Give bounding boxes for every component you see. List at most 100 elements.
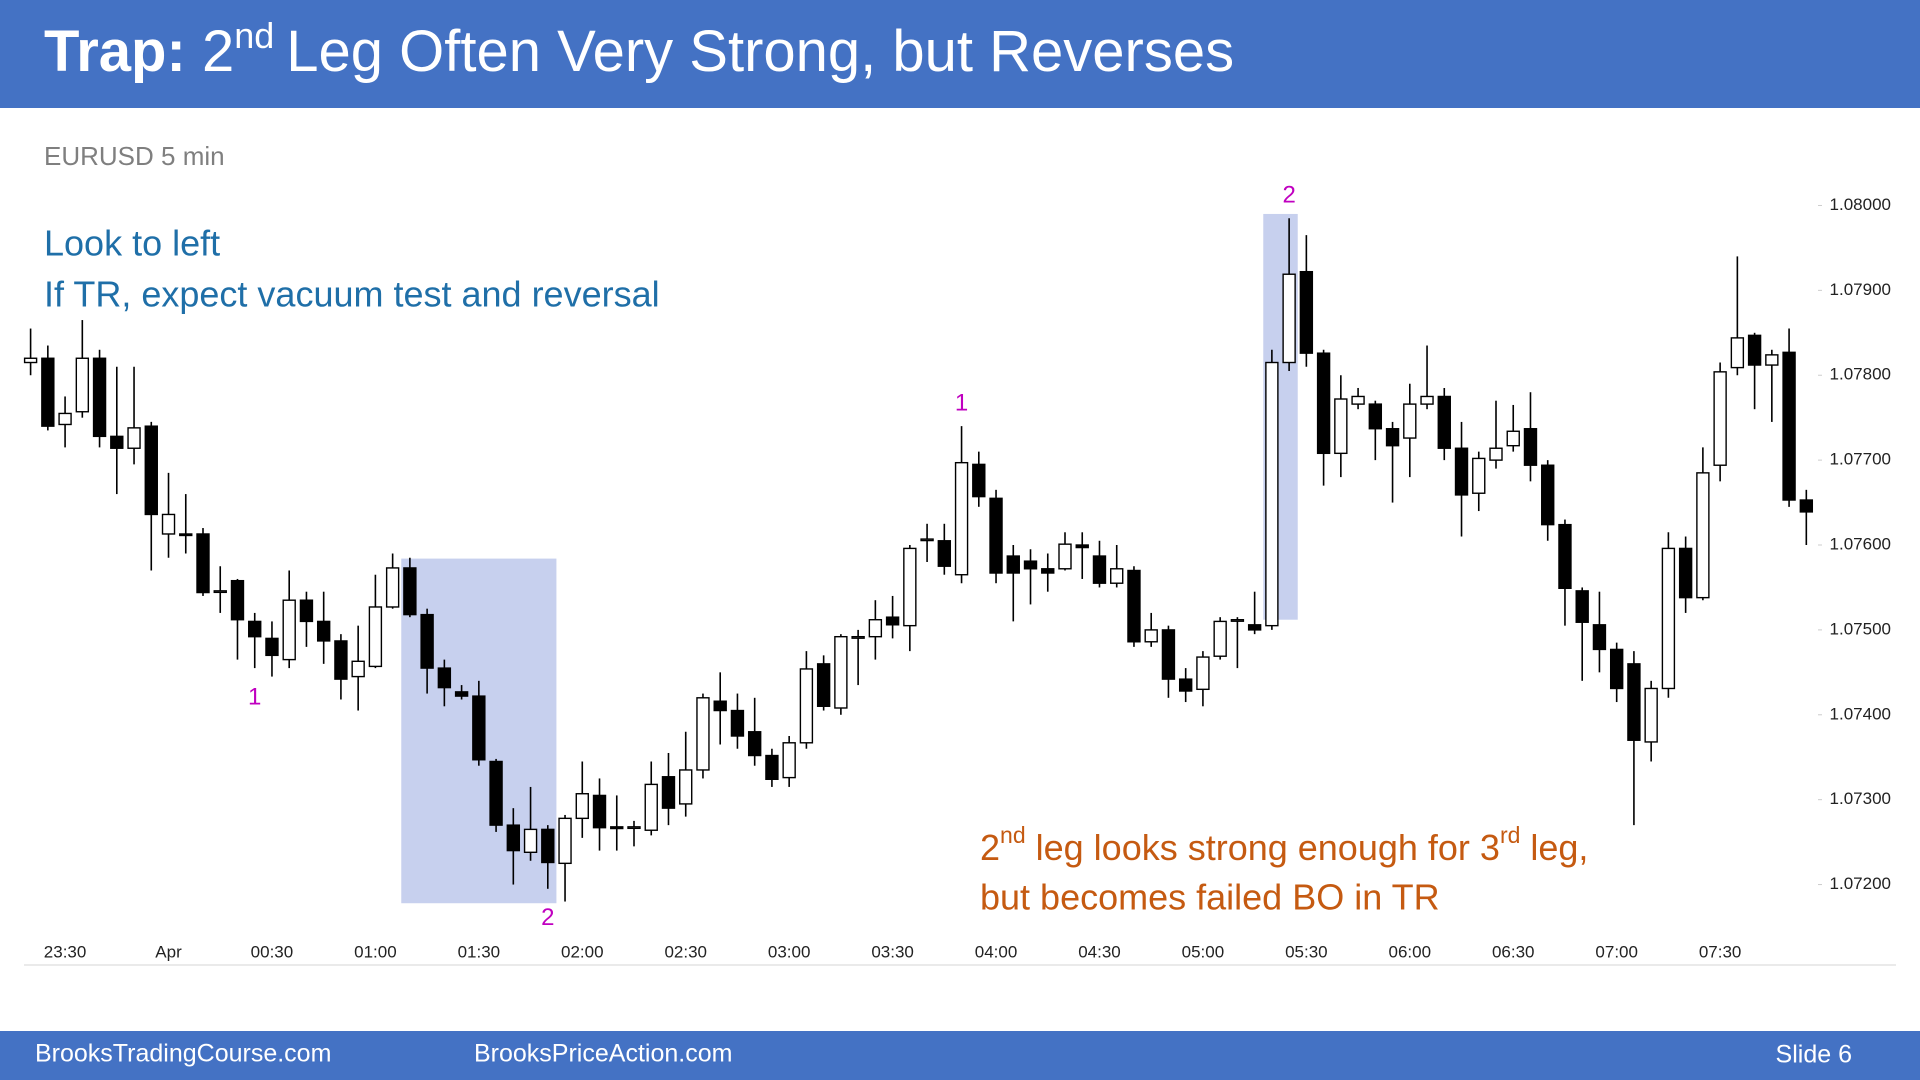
- candle-body: [1058, 543, 1072, 570]
- candle-body: [1782, 351, 1796, 501]
- candle-body: [179, 533, 193, 537]
- candle-body: [644, 783, 658, 831]
- x-tick-label: Apr: [155, 942, 182, 961]
- candle-body: [1506, 430, 1520, 447]
- candle-body: [110, 435, 124, 449]
- candle-body: [1110, 568, 1124, 584]
- candle-body: [316, 620, 331, 642]
- candle-body: [1661, 547, 1676, 690]
- candle-body: [1230, 619, 1245, 622]
- candle-body: [334, 640, 348, 680]
- candle-body: [454, 691, 469, 697]
- x-tick-label: 23:30: [44, 942, 87, 961]
- candle-body: [1592, 624, 1607, 651]
- candle-body: [41, 357, 55, 427]
- x-tick-label: 06:30: [1492, 942, 1535, 961]
- candle-body: [58, 412, 72, 426]
- candle-body: [248, 620, 262, 638]
- x-tick-label: 07:30: [1699, 942, 1742, 961]
- candle-body: [92, 357, 107, 438]
- candle-body: [954, 461, 969, 576]
- candle-body: [1247, 624, 1262, 631]
- candle-body: [1799, 499, 1814, 513]
- y-tick-label: 1.07400: [1830, 704, 1891, 723]
- candle-body: [903, 547, 917, 627]
- candle-body: [299, 599, 314, 623]
- candle-body: [1092, 555, 1107, 584]
- candle-body: [730, 709, 745, 737]
- y-tick-label: 1.07200: [1830, 874, 1891, 893]
- candle-body: [1196, 656, 1210, 691]
- candle-body: [937, 540, 952, 567]
- candle-body: [1178, 678, 1193, 692]
- candle-body: [799, 668, 814, 744]
- candle-body: [1678, 547, 1693, 599]
- candle-body: [610, 826, 624, 830]
- candle-body: [144, 425, 158, 516]
- title-num: 2: [202, 19, 234, 84]
- candle-body: [1351, 395, 1365, 405]
- candle-body: [1730, 337, 1745, 369]
- candle-body: [1161, 629, 1176, 680]
- candle-body: [1334, 398, 1348, 455]
- annotation-part: leg,: [1530, 827, 1588, 868]
- candle-body: [1644, 687, 1658, 743]
- candle-body: [1575, 590, 1589, 623]
- candle-body: [1558, 523, 1572, 590]
- candle-body: [1420, 395, 1434, 405]
- candle-body: [1437, 395, 1451, 449]
- candle-body: [437, 667, 452, 689]
- x-tick-label: 03:30: [871, 942, 914, 961]
- annotation: 2nd leg looks strong enough for 3rd leg,: [980, 822, 1588, 867]
- title-sup: nd: [234, 15, 274, 56]
- candle-body: [1696, 472, 1710, 599]
- candle-body: [696, 697, 710, 771]
- candle-body: [1282, 273, 1296, 364]
- candle-body: [713, 700, 727, 712]
- candle-body: [1075, 544, 1089, 549]
- swing-label: 1: [248, 683, 261, 710]
- candle-body: [1127, 569, 1141, 643]
- y-tick-label: 1.07700: [1830, 450, 1891, 469]
- candle-body: [1609, 648, 1624, 690]
- candle-body: [1765, 354, 1779, 366]
- y-tick-label: 1.07800: [1830, 365, 1891, 384]
- candle-body: [1713, 371, 1727, 466]
- candle-body: [627, 826, 641, 830]
- candle-body: [1385, 428, 1400, 447]
- candle-body: [1489, 447, 1503, 461]
- candle-body: [851, 635, 865, 639]
- candle-body: [506, 824, 521, 852]
- candle-body: [282, 599, 296, 661]
- title-bold: Trap:: [44, 19, 186, 84]
- candle-body: [368, 606, 383, 668]
- candle-body: [161, 513, 176, 535]
- candle-body: [834, 635, 848, 709]
- candle-body: [127, 427, 141, 449]
- candle-body: [1472, 457, 1486, 494]
- candle-body: [1006, 555, 1020, 574]
- candle-body: [765, 754, 779, 780]
- plot: 1.07200 1.07300 1.07400 1.07500 1.07600 1.077…: [23, 182, 1896, 966]
- x-tick-label: 03:00: [768, 942, 811, 961]
- candle-body: [1403, 403, 1417, 439]
- candle-body: [1213, 620, 1227, 657]
- candle-body: [23, 357, 38, 364]
- candle-body: [541, 828, 555, 864]
- candle-body: [1316, 352, 1331, 455]
- candle-body: [420, 613, 434, 669]
- candle-body: [523, 828, 538, 853]
- annotation: Look to left: [44, 223, 220, 264]
- candle-body: [782, 742, 796, 779]
- x-tick-label: 01:00: [354, 942, 397, 961]
- candle-body: [1523, 428, 1538, 466]
- x-tick-label: 02:30: [664, 942, 707, 961]
- footer-text: BrooksTradingCourse.com: [35, 1040, 331, 1068]
- title-bar: [0, 0, 1920, 108]
- x-tick-label: 00:30: [251, 942, 294, 961]
- x-tick-label: 05:00: [1182, 942, 1225, 961]
- candle-body: [1368, 403, 1383, 430]
- footer-bar: [0, 1031, 1920, 1080]
